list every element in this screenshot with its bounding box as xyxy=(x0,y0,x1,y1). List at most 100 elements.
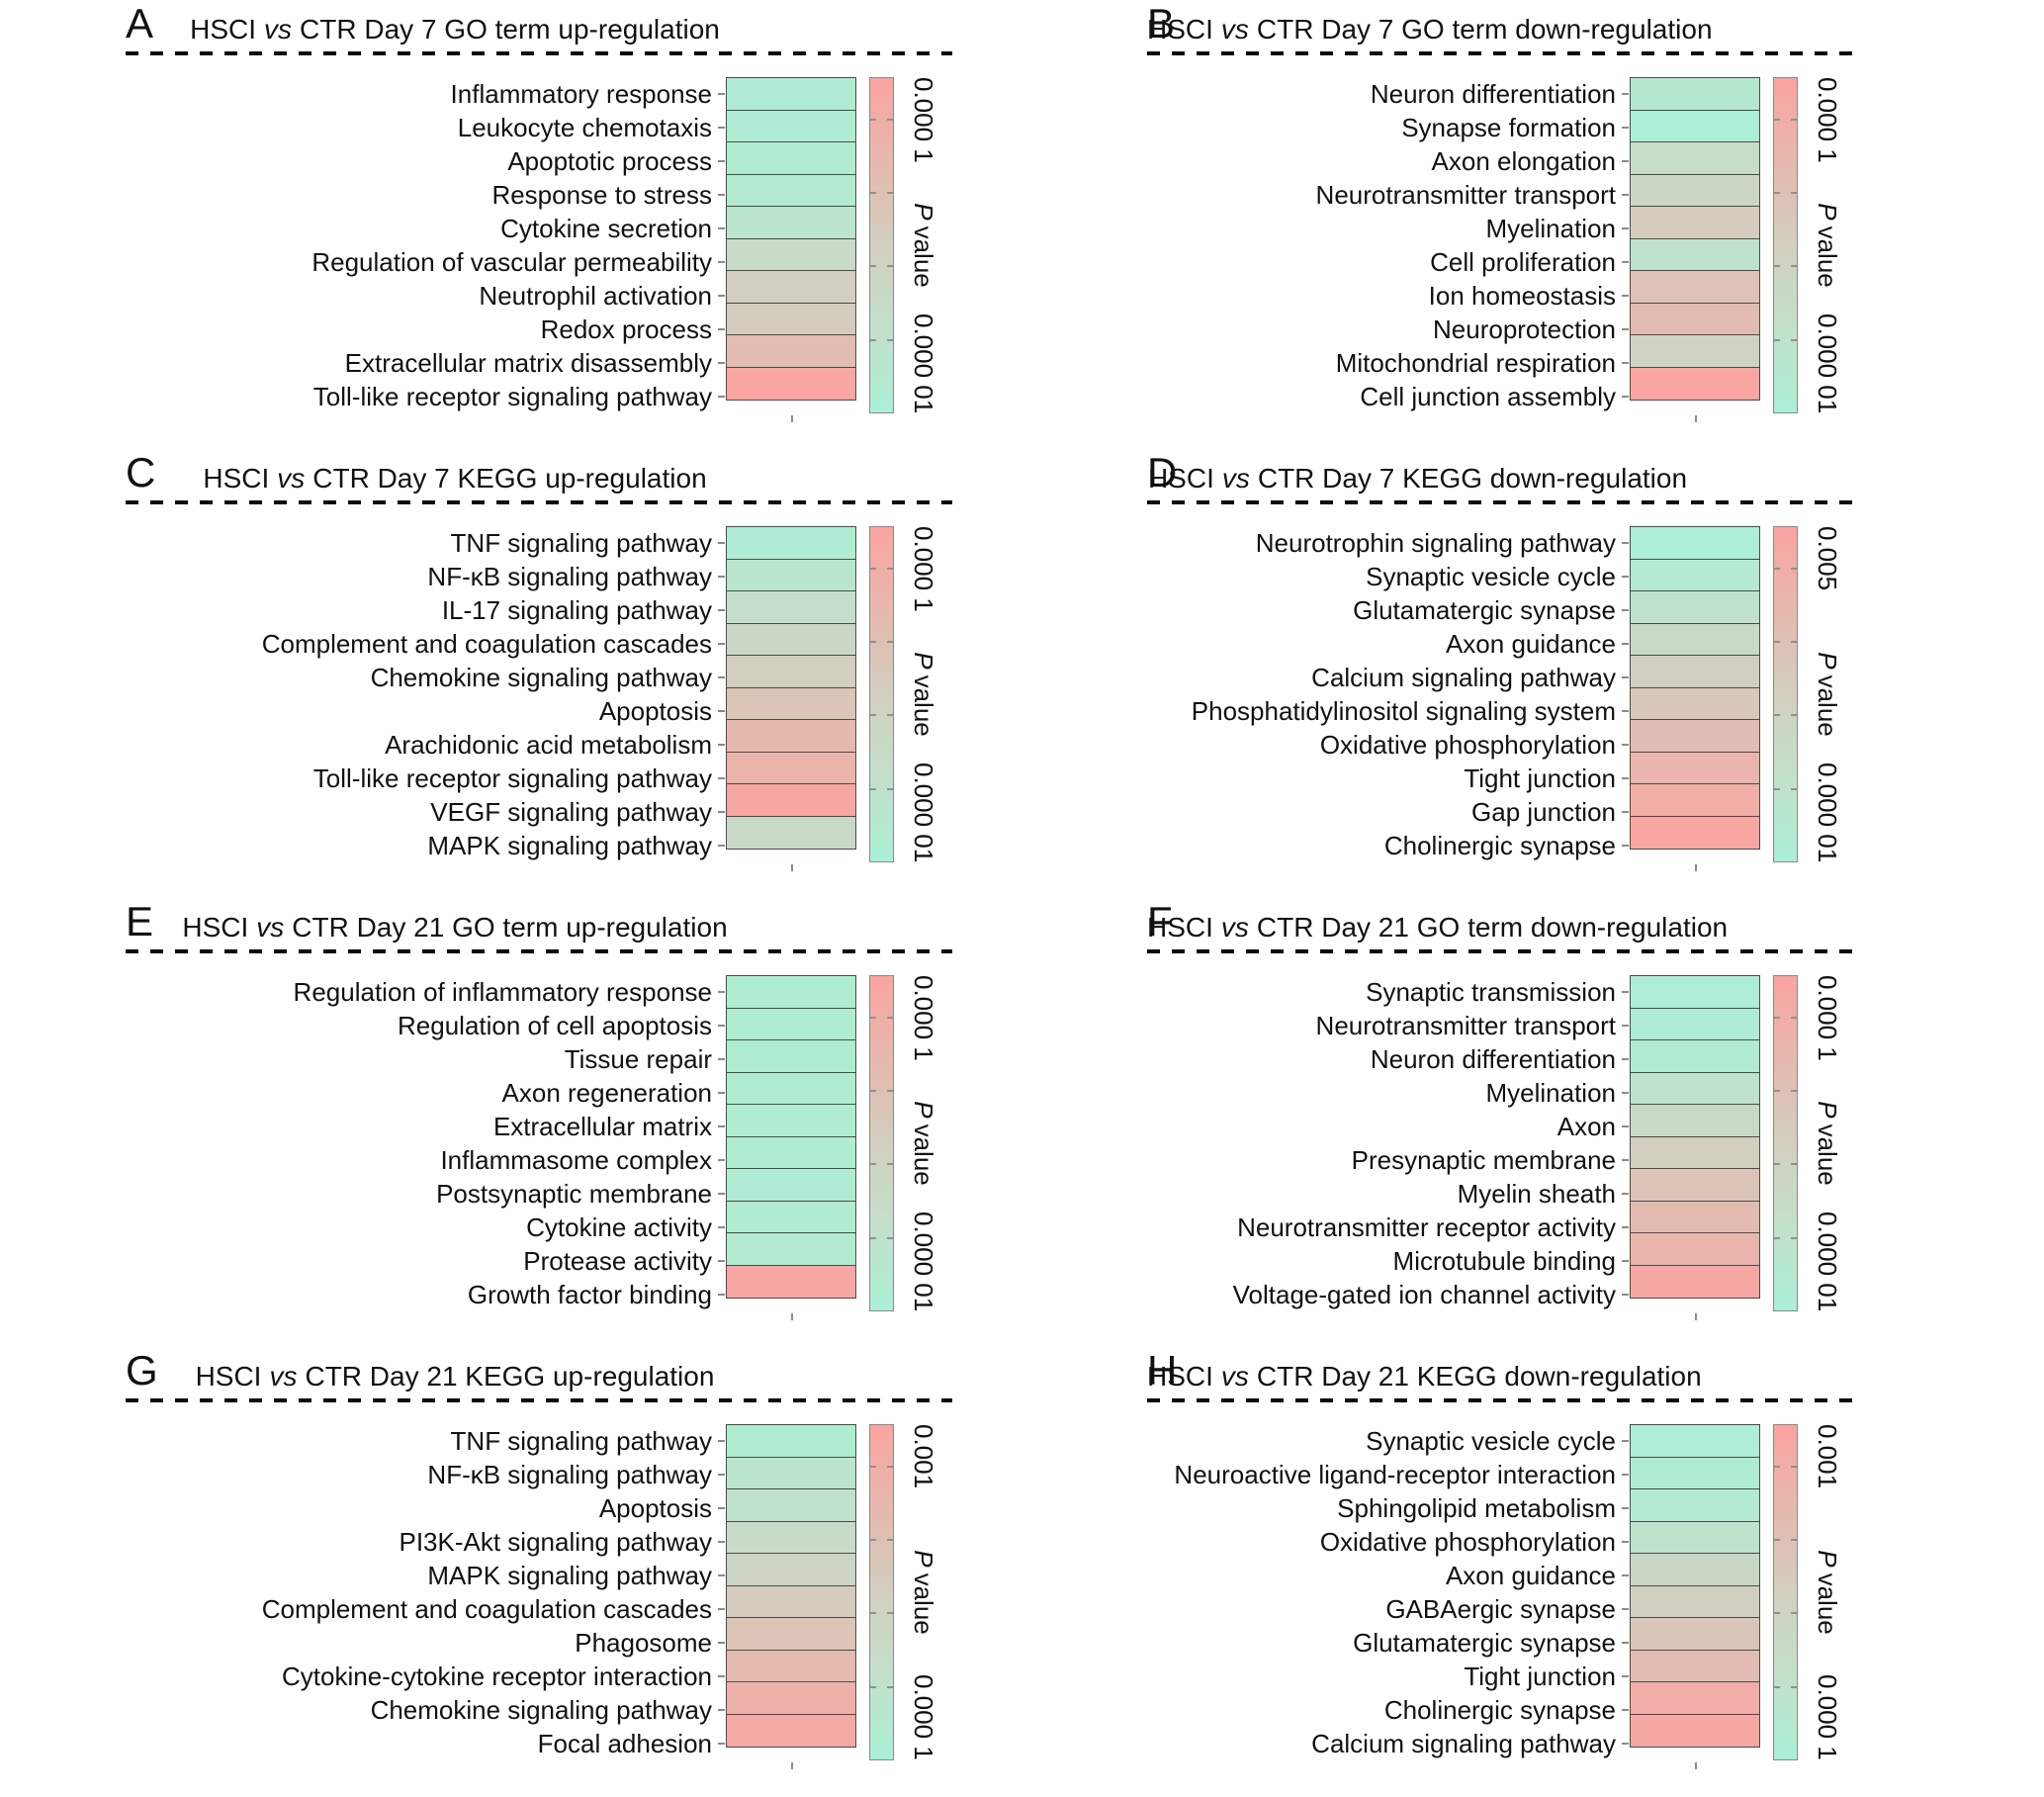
panel-letter: A xyxy=(126,0,154,46)
term-label: Calcium signaling pathway xyxy=(1311,1729,1616,1758)
term-label: Synaptic vesicle cycle xyxy=(1366,562,1616,591)
colorbar-title: Pvalue xyxy=(1813,652,1842,737)
panel-body: TNF signaling pathway NF-κB signaling pat… xyxy=(126,1424,952,1769)
row-tick xyxy=(718,829,726,862)
row-tick xyxy=(1622,728,1630,762)
term-label: Axon xyxy=(1556,1112,1616,1141)
term-label: Synaptic transmission xyxy=(1366,977,1616,1007)
term-label: NF-κB signaling pathway xyxy=(427,562,712,591)
heatmap-column xyxy=(1630,77,1760,422)
row-tick xyxy=(718,1491,726,1525)
colorbar-min-label: 0.000 01 xyxy=(1813,313,1842,413)
term-label: Response to stress xyxy=(491,180,712,210)
heat-cell xyxy=(726,1232,856,1266)
heat-cell xyxy=(726,1456,856,1490)
term-labels-column: TNF signaling pathway NF-κB signaling pat… xyxy=(126,1424,718,1760)
heat-cell xyxy=(726,815,856,850)
heat-cell xyxy=(726,1200,856,1234)
row-tick xyxy=(718,380,726,413)
term-label: Synapse formation xyxy=(1401,113,1616,142)
colorbar-min-label: 0.000 01 xyxy=(1813,762,1842,862)
heat-cell xyxy=(1630,302,1760,336)
colorbar-labels: 0.001 Pvalue 0.000 1 xyxy=(1804,1424,1851,1760)
term-label: Regulation of vascular permeability xyxy=(311,247,712,277)
term-label: Cholinergic synapse xyxy=(1383,1695,1616,1725)
row-tick xyxy=(718,1110,726,1143)
row-tick xyxy=(1622,144,1630,178)
row-tick xyxy=(1622,1278,1630,1311)
term-label: Neurotrophin signaling pathway xyxy=(1255,528,1616,558)
heat-cell xyxy=(1630,1713,1760,1748)
row-tick xyxy=(718,1660,726,1693)
term-label: Protease activity xyxy=(523,1246,712,1276)
row-tick xyxy=(1622,1177,1630,1211)
heat-cell xyxy=(1630,1456,1760,1490)
term-labels-column: Synaptic vesicle cycle Neuroactive ligand… xyxy=(1147,1424,1622,1760)
term-label: Cytokine activity xyxy=(526,1213,712,1242)
heat-cell xyxy=(1630,1104,1760,1137)
row-tick xyxy=(718,144,726,178)
heat-cell xyxy=(1630,975,1760,1009)
row-tick xyxy=(718,1278,726,1311)
row-ticks-column xyxy=(718,77,726,413)
colorbar-gradient xyxy=(869,77,894,413)
row-ticks-column xyxy=(1622,975,1630,1311)
colorbar: 0.000 1 Pvalue 0.000 01 xyxy=(1773,975,1856,1311)
colorbar-title: Pvalue xyxy=(1813,1550,1842,1635)
term-label: Phagosome xyxy=(575,1628,712,1658)
row-tick xyxy=(1622,1211,1630,1244)
heat-cell xyxy=(726,1168,856,1202)
heat-cell xyxy=(1630,686,1760,721)
row-tick xyxy=(718,1525,726,1559)
row-tick xyxy=(718,795,726,829)
panel-letter: G xyxy=(126,1347,158,1393)
row-tick xyxy=(718,975,726,1009)
term-labels-column: Inflammatory response Leukocyte chemotaxi… xyxy=(126,77,718,413)
term-label: Growth factor binding xyxy=(467,1280,712,1309)
term-label: Sphingolipid metabolism xyxy=(1337,1493,1616,1523)
panel-title: HSCI vs CTR Day 21 GO term down-regulation xyxy=(1147,912,1729,943)
row-tick xyxy=(1622,661,1630,694)
row-tick xyxy=(1622,1009,1630,1042)
row-ticks-column xyxy=(718,526,726,862)
panel-f: F HSCI vs CTR Day 21 GO term down-regulati… xyxy=(1022,898,2044,1347)
heat-cell xyxy=(1630,1681,1760,1715)
term-label: Inflammatory response xyxy=(450,79,712,109)
colorbar-title: Pvalue xyxy=(909,1101,938,1186)
colorbar-labels: 0.000 1 Pvalue 0.000 01 xyxy=(900,975,947,1311)
panel-d: D HSCI vs CTR Day 7 KEGG down-regulation N… xyxy=(1022,449,2044,898)
heat-cell xyxy=(726,77,856,111)
heatmap-column xyxy=(726,1424,856,1769)
row-tick xyxy=(718,245,726,279)
term-label: Myelination xyxy=(1485,214,1616,243)
row-tick xyxy=(718,1727,726,1760)
heat-cell xyxy=(726,1264,856,1299)
colorbar-min-label: 0.000 1 xyxy=(1813,1674,1842,1760)
term-label: Complement and coagulation cascades xyxy=(261,1594,712,1624)
heat-cell xyxy=(1630,1520,1760,1555)
term-label: Neurotransmitter transport xyxy=(1315,1011,1616,1040)
heat-cell xyxy=(1630,1071,1760,1106)
colorbar-max-label: 0.000 1 xyxy=(1813,77,1842,163)
term-label: Neuroprotection xyxy=(1433,314,1616,344)
row-tick xyxy=(718,1693,726,1727)
heat-cell xyxy=(1630,270,1760,304)
term-label: Arachidonic acid metabolism xyxy=(385,730,712,760)
row-tick xyxy=(1622,1244,1630,1278)
term-label: Myelin sheath xyxy=(1457,1179,1616,1209)
row-tick xyxy=(718,593,726,627)
heat-cell xyxy=(1630,237,1760,272)
row-tick xyxy=(718,661,726,694)
term-label: Calcium signaling pathway xyxy=(1311,663,1616,692)
panel-header: H HSCI vs CTR Day 21 KEGG down-regulation xyxy=(1147,1349,1856,1398)
row-tick xyxy=(1622,245,1630,279)
term-label: Extracellular matrix disassembly xyxy=(344,348,712,378)
panel-e: E HSCI vs CTR Day 21 GO term up-regulation… xyxy=(0,898,1022,1347)
panel-header: A HSCI vs CTR Day 7 GO term up-regulation xyxy=(126,2,952,51)
dashed-divider xyxy=(126,51,952,55)
colorbar-title: Pvalue xyxy=(909,652,938,737)
colorbar: 0.000 1 Pvalue 0.000 01 xyxy=(869,526,952,862)
term-label: NF-κB signaling pathway xyxy=(427,1460,712,1489)
panel-title: HSCI vs CTR Day 21 KEGG down-regulation xyxy=(1147,1361,1702,1392)
